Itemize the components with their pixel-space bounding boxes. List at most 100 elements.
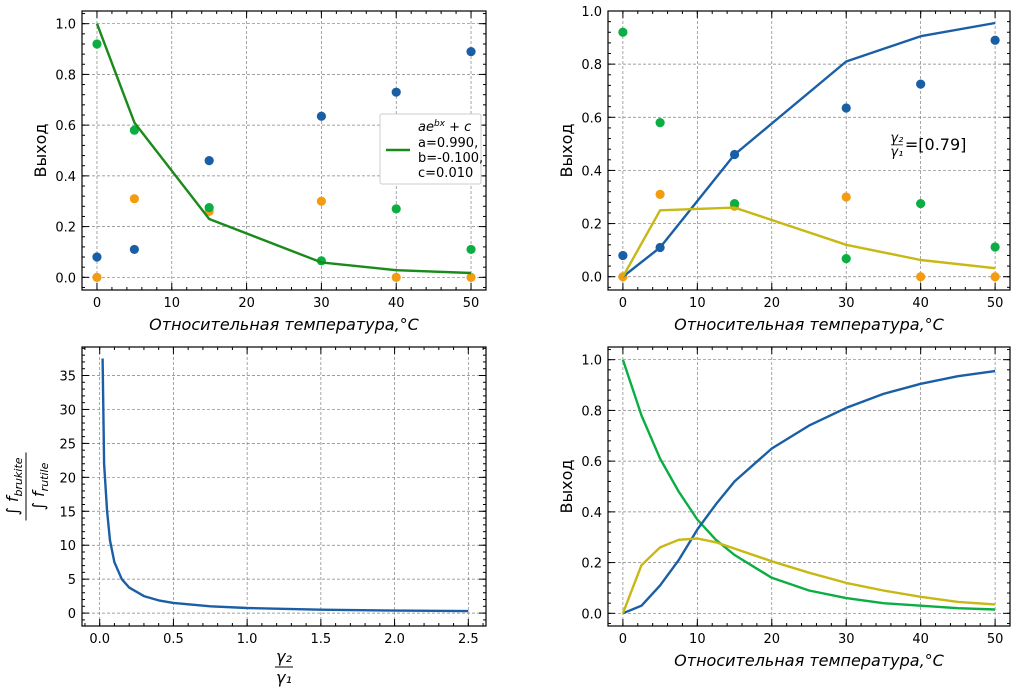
x-axis-label: Относительная температура,°C	[674, 651, 944, 670]
data-point-green	[655, 118, 665, 128]
series-line-green	[621, 359, 996, 611]
tick-marks	[82, 347, 486, 626]
data-point-blue	[316, 111, 327, 121]
y-tick-label: 0.4	[581, 506, 602, 521]
y-axis-label: ∫ fbrukite∫ frutile	[3, 452, 51, 521]
x-tick-label: 1.0	[237, 632, 258, 647]
y-tick-label: 10	[59, 539, 76, 554]
data-point-green	[92, 39, 102, 49]
y-axis-label: Выход	[557, 124, 576, 178]
series-line-yellow	[621, 537, 996, 614]
subscript: rutile	[38, 462, 51, 491]
y-tick-label: 0.2	[581, 557, 602, 572]
x-tick-label: 20	[238, 296, 255, 311]
legend-param: c=0.010	[418, 166, 473, 181]
x-tick-label: 30	[838, 632, 855, 647]
panel-bottom-right: 0 10 20 30 40 50 0.0 0.2 0.4 0.6 0.8 1.0 Относительн…	[557, 346, 1011, 670]
y-tick-label: 20	[59, 471, 76, 486]
plot-frame	[81, 10, 487, 291]
y-tick-label: 35	[59, 370, 76, 385]
x-tick-label: 50	[463, 296, 480, 311]
legend-param: a=0.990,	[418, 136, 478, 151]
data-point-blue	[841, 103, 851, 113]
x-tick-label: 10	[689, 296, 706, 311]
y-tick-label: 1.0	[581, 5, 602, 20]
data-point-blue	[466, 46, 476, 57]
x-tick-label: 30	[313, 296, 330, 311]
x-tick-label: 0.0	[89, 632, 110, 647]
grid-lines	[82, 11, 486, 290]
data-point-orange	[391, 272, 401, 282]
y-tick-label: 0.0	[581, 271, 602, 286]
x-tick-label: 0.5	[163, 632, 184, 647]
data-point-orange	[466, 272, 476, 282]
data-point-blue	[990, 35, 1000, 45]
y-tick-label: 5	[68, 573, 76, 588]
data-point-blue	[618, 250, 628, 261]
grid-lines	[82, 347, 486, 626]
y-tick-label: 15	[59, 505, 76, 520]
y-label-denominator: ∫ frutile	[29, 462, 51, 510]
y-tick-label: 0.8	[55, 68, 76, 83]
data-point-green	[618, 27, 628, 37]
y-tick-label: 0.8	[581, 58, 602, 73]
x-tick-label: 0	[93, 296, 101, 311]
legend-formula: aebx + c	[418, 119, 471, 135]
x-tick-label: 50	[987, 632, 1004, 647]
x-tick-label: 2.0	[384, 632, 405, 647]
y-tick-label: 0.6	[581, 111, 602, 126]
data-point-green	[466, 244, 476, 255]
x-label-numerator: γ₂	[276, 647, 292, 666]
x-tick-label: 0	[619, 632, 627, 647]
x-tick-label: 40	[912, 296, 929, 311]
x-tick-label: 10	[689, 632, 706, 647]
y-axis-label: Выход	[31, 124, 50, 178]
series-line-yellow	[621, 206, 996, 278]
annotation-numerator: γ₂	[890, 131, 903, 146]
x-tick-label: 40	[912, 632, 929, 647]
panel-bottom-left: 0.0 0.5 1.0 1.5 2.0 2.5 0 5 10 15 20 25 30 35 γ₂ γ₁ ∫ fb…	[3, 346, 487, 687]
y-tick-label: 25	[59, 437, 76, 452]
x-axis-label: Относительная температура,°C	[674, 315, 944, 334]
y-tick-label: 0.2	[55, 221, 76, 236]
data-point-orange	[129, 194, 139, 204]
y-label-numerator: ∫ fbrukite	[3, 457, 25, 515]
x-axis-label: γ₂ γ₁	[275, 647, 293, 687]
data-point-orange	[655, 189, 665, 199]
data-point-blue	[391, 87, 401, 97]
data-point-blue	[204, 156, 214, 166]
x-tick-label: 30	[838, 296, 855, 311]
data-point-blue	[129, 244, 139, 255]
x-tick-label: 1.5	[311, 632, 332, 647]
x-label-denominator: γ₁	[276, 668, 292, 687]
y-tick-label: 0.0	[581, 607, 602, 622]
y-tick-label: 0.6	[55, 119, 76, 134]
x-tick-label: 40	[388, 296, 405, 311]
y-tick-label: 0.2	[581, 218, 602, 233]
annotation-denominator: γ₁	[890, 145, 903, 160]
data-point-green	[729, 199, 740, 209]
y-axis-label: Выход	[557, 460, 576, 514]
series-line-blue	[101, 358, 469, 613]
series-line-blue	[622, 369, 996, 615]
formula-tail: + c	[445, 120, 471, 135]
tick-marks	[81, 11, 487, 290]
y-tick-label: 0.8	[581, 404, 602, 419]
data-point-orange	[316, 196, 327, 206]
y-tick-label: 0.4	[581, 164, 602, 179]
plot-frame	[607, 346, 1011, 627]
data-point-green	[916, 199, 926, 209]
x-tick-label: 50	[987, 296, 1004, 311]
tick-marks	[607, 10, 1011, 290]
data-point-blue	[916, 79, 926, 89]
series-line-fit_green	[95, 23, 472, 275]
data-point-blue	[92, 252, 102, 262]
plot-frame	[607, 10, 1011, 291]
data-point-green	[990, 242, 1000, 252]
x-tick-label: 20	[764, 632, 781, 647]
panel-top-right: 0 10 20 30 40 50 0.0 0.2 0.4 0.6 0.8 1.0 Относительн…	[557, 5, 1011, 334]
y-tick-label: 30	[59, 403, 76, 418]
data-point-green	[841, 254, 851, 264]
x-tick-label: 0	[619, 296, 627, 311]
